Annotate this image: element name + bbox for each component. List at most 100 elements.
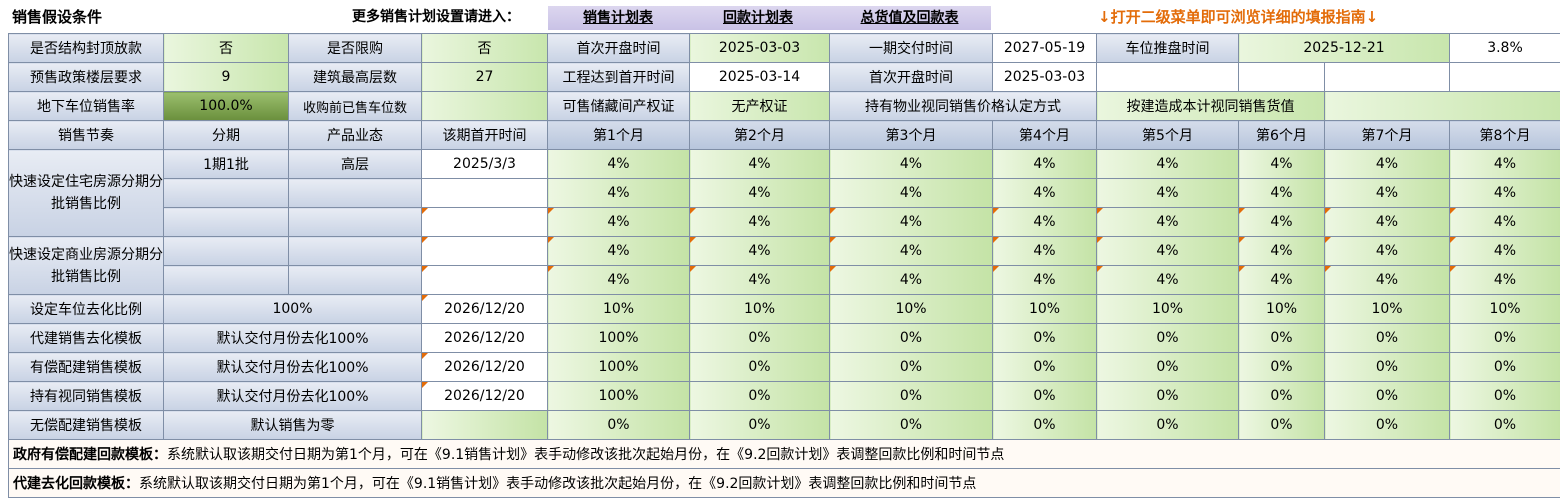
template-pct-cell[interactable]: 0% (1324, 352, 1450, 382)
commercial-pct-cell[interactable]: 4% (547, 236, 690, 266)
presale-input[interactable]: 9 (163, 62, 289, 92)
commercial-phase (163, 265, 289, 295)
restrict-input[interactable]: 否 (421, 33, 548, 63)
template-pct-cell[interactable]: 0% (1324, 323, 1450, 353)
residential-pct-cell[interactable]: 4% (689, 207, 830, 237)
commercial-pct-cell[interactable]: 4% (547, 265, 690, 295)
commercial-pct-cell[interactable]: 4% (829, 236, 993, 266)
template-pct-cell[interactable]: 10% (1449, 294, 1560, 324)
template-pct-cell[interactable]: 0% (1238, 381, 1325, 411)
template-pct-cell[interactable]: 10% (1324, 294, 1450, 324)
template-pct-cell[interactable]: 100% (547, 323, 690, 353)
template-pct-cell[interactable]: 0% (689, 323, 830, 353)
template-pct-cell[interactable]: 0% (829, 410, 993, 440)
template-pct-cell[interactable]: 10% (1096, 294, 1239, 324)
residential-pct-cell[interactable]: 4% (1324, 149, 1450, 179)
residential-product (288, 178, 422, 208)
template-pct-cell[interactable]: 0% (1096, 352, 1239, 382)
residential-pct-cell[interactable]: 4% (1238, 178, 1325, 208)
row-parking-rate: 地下车位销售率 100.0% 收购前已售车位数 可售储藏间产权证 无产权证 持有… (8, 91, 1560, 121)
commercial-pct-cell[interactable]: 4% (689, 236, 830, 266)
template-pct-cell[interactable]: 0% (689, 410, 830, 440)
template-pct-cell[interactable]: 0% (1449, 323, 1560, 353)
template-pct-cell[interactable]: 10% (1238, 294, 1325, 324)
template-pct-cell[interactable]: 10% (689, 294, 830, 324)
commercial-pct-cell[interactable]: 4% (1238, 265, 1325, 295)
template-pct-cell[interactable]: 0% (1238, 410, 1325, 440)
sold-spaces-input[interactable] (421, 91, 548, 121)
residential-pct-cell[interactable]: 4% (1449, 207, 1560, 237)
residential-pct-cell[interactable]: 4% (992, 149, 1097, 179)
template-pct-cell[interactable]: 10% (547, 294, 690, 324)
residential-pct-cell[interactable]: 4% (1324, 178, 1450, 208)
commercial-pct-cell[interactable]: 4% (992, 236, 1097, 266)
template-pct-cell[interactable]: 0% (689, 381, 830, 411)
cost-basis-select[interactable]: 按建造成本计视同销售货值 (1096, 91, 1325, 121)
residential-pct-cell[interactable]: 4% (689, 178, 830, 208)
template-pct-cell[interactable]: 0% (1238, 323, 1325, 353)
template-pct-cell[interactable]: 0% (1096, 410, 1239, 440)
open-time-input[interactable]: 2025-03-03 (689, 33, 830, 63)
template-pct-cell[interactable]: 0% (1324, 381, 1450, 411)
template-pct-cell[interactable]: 0% (992, 410, 1097, 440)
residential-pct-cell[interactable]: 4% (829, 207, 993, 237)
residential-pct-cell[interactable]: 4% (1449, 178, 1560, 208)
total-value-link[interactable]: 总货值及回款表 (828, 6, 991, 30)
template-pct-cell[interactable]: 0% (1449, 381, 1560, 411)
template-pct-cell[interactable]: 0% (992, 323, 1097, 353)
residential-pct-cell[interactable]: 4% (1449, 149, 1560, 179)
template-pct-cell[interactable]: 0% (992, 381, 1097, 411)
commercial-pct-cell[interactable]: 4% (1096, 265, 1239, 295)
template-pct-cell[interactable]: 0% (1449, 410, 1560, 440)
residential-pct-cell[interactable]: 4% (829, 178, 993, 208)
commercial-pct-cell[interactable]: 4% (1096, 236, 1239, 266)
template-pct-cell[interactable]: 10% (992, 294, 1097, 324)
template-pct-cell[interactable]: 0% (1096, 323, 1239, 353)
commercial-pct-cell[interactable]: 4% (1449, 265, 1560, 295)
template-pct-cell[interactable]: 0% (829, 323, 993, 353)
parking-time-input[interactable]: 2025-12-21 (1238, 33, 1450, 63)
template-pct-cell[interactable]: 10% (829, 294, 993, 324)
commercial-pct-cell[interactable]: 4% (1238, 236, 1325, 266)
template-pct-cell[interactable]: 100% (547, 381, 690, 411)
template-pct-cell[interactable]: 0% (547, 410, 690, 440)
residential-pct-cell[interactable]: 4% (547, 149, 690, 179)
parking-rate-input[interactable]: 100.0% (163, 91, 289, 121)
residential-pct-cell[interactable]: 4% (689, 149, 830, 179)
sales-plan-link[interactable]: 销售计划表 (548, 6, 688, 30)
commercial-pct-cell[interactable]: 4% (1449, 236, 1560, 266)
commercial-pct-cell[interactable]: 4% (829, 265, 993, 295)
template-pct-cell[interactable]: 100% (547, 352, 690, 382)
template-pct-cell[interactable]: 0% (689, 352, 830, 382)
residential-pct-cell[interactable]: 4% (829, 149, 993, 179)
template-pct-cell[interactable]: 0% (1449, 352, 1560, 382)
storage-input[interactable]: 无产权证 (689, 91, 830, 121)
commercial-pct-cell[interactable]: 4% (1324, 265, 1450, 295)
storage-label: 可售储藏间产权证 (547, 91, 690, 121)
height-input[interactable]: 27 (421, 62, 548, 92)
residential-pct-cell[interactable]: 4% (1096, 149, 1239, 179)
template-pct-cell[interactable]: 0% (829, 352, 993, 382)
template-pct-cell[interactable]: 0% (1096, 381, 1239, 411)
residential-pct-cell[interactable]: 4% (1238, 207, 1325, 237)
structure-input[interactable]: 否 (163, 33, 289, 63)
residential-pct-cell[interactable]: 4% (992, 207, 1097, 237)
template-pct-cell[interactable]: 0% (992, 352, 1097, 382)
residential-pct-cell[interactable]: 4% (547, 207, 690, 237)
template-pct-cell[interactable]: 0% (829, 381, 993, 411)
template-date: 2026/12/20 (421, 381, 548, 411)
commercial-pct-cell[interactable]: 4% (689, 265, 830, 295)
residential-pct-cell[interactable]: 4% (547, 178, 690, 208)
template-date (421, 410, 548, 440)
residential-pct-cell[interactable]: 4% (992, 178, 1097, 208)
cost-basis-input[interactable] (1324, 91, 1560, 121)
template-pct-cell[interactable]: 0% (1324, 410, 1450, 440)
template-pct-cell[interactable]: 0% (1238, 352, 1325, 382)
commercial-pct-cell[interactable]: 4% (992, 265, 1097, 295)
payment-plan-link[interactable]: 回款计划表 (688, 6, 828, 30)
residential-pct-cell[interactable]: 4% (1324, 207, 1450, 237)
residential-pct-cell[interactable]: 4% (1238, 149, 1325, 179)
residential-pct-cell[interactable]: 4% (1096, 207, 1239, 237)
residential-pct-cell[interactable]: 4% (1096, 178, 1239, 208)
commercial-pct-cell[interactable]: 4% (1324, 236, 1450, 266)
